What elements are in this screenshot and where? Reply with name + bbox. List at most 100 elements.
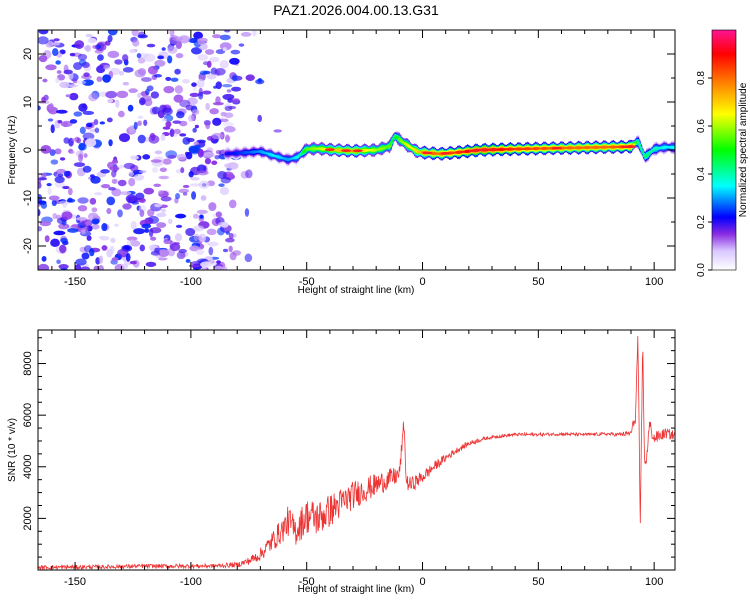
snr-xlabel: Height of straight line (km) [298,584,415,595]
noise-blob [56,259,61,265]
noise-blob [103,65,111,70]
noise-blob [219,34,231,41]
noise-blob [107,50,120,59]
noise-blob [60,120,73,127]
noise-blob [58,200,69,205]
noise-blob [185,258,191,263]
noise-blob [53,38,60,42]
noise-blob [146,43,156,48]
y-tick-label: 4000 [22,455,34,479]
x-tick-label: 0 [419,576,425,588]
noise-blob [198,233,207,243]
noise-blob [106,117,113,123]
noise-blob [222,248,229,253]
noise-blob [178,35,191,44]
noise-blob [118,164,125,169]
noise-blob [139,170,147,174]
noise-blob [55,60,61,65]
noise-blob [111,169,117,178]
noise-blob [82,110,95,116]
noise-blob [212,117,222,126]
noise-blob [78,142,86,151]
noise-blob [52,213,58,220]
noise-blob [196,170,209,176]
noise-blob [245,169,253,179]
noise-blob [161,208,166,213]
noise-blob [228,199,237,209]
noise-blob [145,261,157,267]
ridge-cell [638,143,642,148]
noise-blob [205,102,210,111]
noise-blob [219,59,229,69]
x-tick-label: -50 [299,276,315,288]
noise-blob [111,257,119,262]
noise-blob [158,175,170,180]
ridge-peak [468,149,479,153]
x-tick-label: -150 [64,576,86,588]
noise-blob [84,45,91,51]
noise-blob [221,266,228,270]
spectrogram-xlabel: Height of straight line (km) [298,285,415,296]
noise-blob [148,228,154,238]
noise-blob [196,79,205,88]
noise-blob [222,121,234,127]
noise-blob [229,57,240,65]
noise-blob [175,193,181,200]
noise-blob [108,139,113,147]
noise-blob [50,238,60,248]
noise-blob [107,98,114,104]
noise-blob [197,38,206,46]
noise-blob [139,244,145,252]
snr-ylabel: SNR (10 * v/v) [7,418,18,482]
noise-blob [167,55,173,64]
noise-blob [61,219,67,226]
noise-blob [198,91,204,100]
noise-blob [86,235,92,241]
noise-blob [179,133,187,137]
colorbar-tick-label: 0.0 [696,263,707,277]
noise-blob [100,235,110,241]
noise-blob [56,70,62,74]
noise-blob [191,82,197,87]
ridge-peak [341,149,352,153]
noise-blob [199,70,208,76]
noise-blob [165,121,172,128]
noise-blob [88,93,98,102]
noise-blob [169,242,181,252]
noise-blob [129,49,136,54]
noise-blob [162,107,173,116]
noise-blob [40,201,48,209]
noise-blob [195,248,205,256]
noise-blob [79,126,86,135]
noise-blob [224,30,231,33]
noise-blob [39,220,52,227]
noise-blob [205,120,211,130]
noise-blob [94,192,103,196]
noise-blob [47,187,52,195]
noise-blob [67,197,73,203]
ridge-peak [422,151,433,155]
colorbar: 0.0 0.2 0.4 0.6 0.8 Normalized spectral ampl… [696,29,749,277]
noise-blob [176,153,187,161]
noise-blob [91,218,100,225]
noise-blob [41,172,47,178]
noise-blob [139,209,145,218]
noise-blob [137,115,144,119]
noise-blob [49,149,56,156]
noise-blob [107,34,113,43]
ridge-peak [352,149,363,153]
noise-blob [128,88,138,94]
noise-blob [63,170,71,177]
noise-blob [128,177,136,187]
y-tick-label: 20 [22,48,34,60]
colorbar-tick-label: 0.6 [696,119,707,133]
noise-blob [133,228,145,235]
noise-blob [109,166,120,171]
noise-blob [38,105,41,111]
noise-blob [189,183,202,187]
noise-blob [50,124,55,134]
noise-blob [133,173,145,181]
noise-blob [63,69,73,75]
noise-blob [117,209,123,218]
noise-blob [185,227,196,237]
